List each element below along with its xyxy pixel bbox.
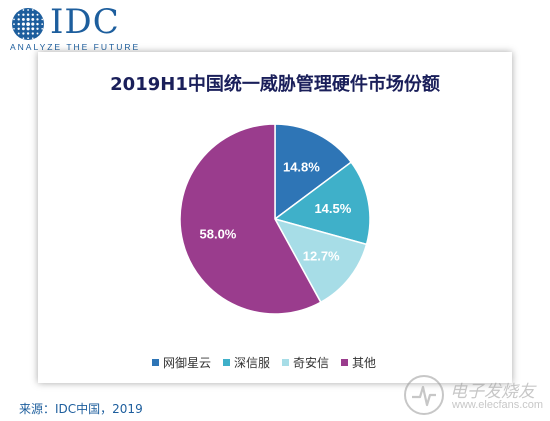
legend-label: 奇安信 bbox=[293, 356, 330, 370]
pie-chart: 14.8% 14.5% 12.7% 58.0% bbox=[179, 123, 371, 315]
chart-card: 2019H1中国统一威胁管理硬件市场份额 14.8% 14.5% 12.7% 58.0… bbox=[38, 52, 512, 383]
logo-text: IDC bbox=[50, 2, 120, 42]
idc-logo: IDC ANALYZE THE FUTURE bbox=[10, 2, 160, 52]
legend-item: 其他 bbox=[341, 354, 376, 371]
watermark: 电子发烧友 www.elecfans.com bbox=[402, 372, 547, 418]
chart-legend: 网御星云 深信服 奇安信 其他 bbox=[152, 354, 388, 371]
watermark-logo-icon bbox=[404, 375, 444, 415]
pie-slice bbox=[274, 123, 353, 221]
pie-slice bbox=[179, 123, 322, 315]
legend-label: 深信服 bbox=[234, 356, 271, 370]
slice-data-label: 58.0% bbox=[200, 227, 237, 242]
pie-slice bbox=[273, 217, 368, 304]
logo-tagline: ANALYZE THE FUTURE bbox=[10, 42, 141, 52]
watermark-url: www.elecfans.com bbox=[452, 399, 544, 411]
slice-data-label: 14.8% bbox=[283, 159, 320, 174]
legend-swatch bbox=[223, 359, 231, 366]
legend-label: 网御星云 bbox=[163, 356, 212, 370]
chart-title: 2019H1中国统一威胁管理硬件市场份额 bbox=[110, 74, 440, 95]
pie-slice bbox=[273, 161, 371, 246]
legend-swatch bbox=[282, 359, 290, 366]
legend-label: 其他 bbox=[352, 356, 377, 370]
source-note: 来源：IDC中国，2019 bbox=[19, 402, 143, 416]
slice-data-label: 12.7% bbox=[303, 249, 340, 264]
legend-swatch bbox=[152, 359, 159, 366]
legend-item: 网御星云 bbox=[152, 354, 211, 371]
globe-icon bbox=[12, 8, 44, 40]
watermark-text: 电子发烧友 bbox=[450, 382, 535, 402]
slice-data-label: 14.5% bbox=[314, 201, 351, 216]
legend-swatch bbox=[341, 359, 349, 366]
legend-item: 深信服 bbox=[223, 354, 270, 371]
legend-item: 奇安信 bbox=[282, 354, 329, 371]
